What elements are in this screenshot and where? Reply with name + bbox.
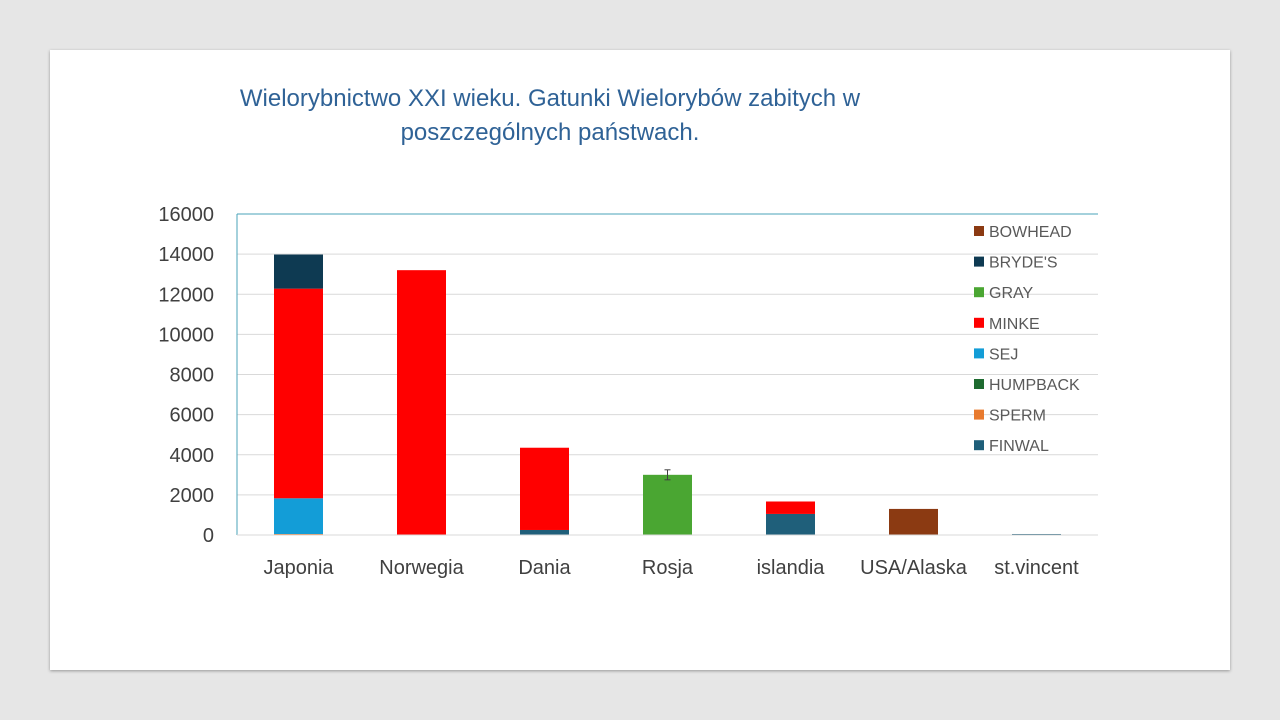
y-tick-label: 12000 (158, 284, 214, 306)
legend-item: GRAY (974, 285, 1033, 302)
bar-segment (274, 254, 323, 289)
bar-segment (1012, 533, 1061, 535)
legend-item: HUMPBACK (974, 377, 1080, 394)
legend-swatch (974, 317, 984, 328)
x-category-label: Dania (518, 557, 571, 579)
y-tick-label: 16000 (158, 204, 214, 226)
y-tick-label: 10000 (158, 324, 214, 346)
legend-swatch (974, 440, 984, 451)
legend-item: BRYDE'S (974, 255, 1058, 272)
legend-item: SPERM (974, 408, 1046, 425)
bar-segment (274, 498, 323, 534)
y-tick-label: 2000 (170, 485, 215, 507)
legend-item: BOWHEAD (974, 224, 1072, 241)
legend-swatch (974, 379, 984, 389)
legend-label: HUMPBACK (989, 377, 1080, 394)
legend-item: FINWAL (974, 438, 1049, 455)
x-category-label: Japonia (263, 557, 334, 579)
chart-title: Wielorybnictwo XXI wieku. Gatunki Wielor… (239, 85, 861, 146)
y-tick-label: 8000 (170, 365, 215, 387)
legend-swatch (974, 348, 984, 359)
bar-segment (643, 474, 692, 535)
grid-lines (237, 213, 1098, 496)
axes (236, 213, 1098, 536)
y-tick-label: 4000 (170, 445, 215, 467)
legend-item: MINKE (974, 316, 1040, 333)
legend-swatch (974, 409, 984, 420)
bar-segment (274, 288, 323, 499)
x-category-label: st.vincent (994, 557, 1079, 579)
legend-swatch (974, 287, 984, 298)
bar-segment (520, 447, 569, 530)
bars (274, 254, 1061, 535)
legend-label: MINKE (989, 316, 1040, 333)
x-category-label: islandia (757, 557, 826, 579)
y-tick-labels: 0 2000 4000 6000 8000 10000 12000 14000 16000 (158, 204, 214, 547)
legend-label: FINWAL (989, 438, 1049, 455)
slide (50, 50, 1230, 670)
x-category-label: Rosja (642, 557, 694, 579)
bar-segment (766, 513, 815, 535)
x-category-label: USA/Alaska (860, 557, 968, 579)
bar-segment (274, 533, 323, 535)
legend-label: SEJ (989, 346, 1018, 363)
x-category-labels: Japonia Norwegia Dania Rosja islandia USA/Ala… (263, 557, 1079, 579)
legend-label: BRYDE'S (989, 255, 1058, 272)
bar-segment (889, 508, 938, 535)
legend-swatch (974, 256, 984, 267)
y-tick-label: 14000 (158, 244, 214, 266)
y-tick-label: 6000 (170, 405, 215, 427)
bar-segment (520, 529, 569, 535)
error-bar (664, 469, 671, 481)
bar-segment (397, 270, 446, 535)
legend: BOWHEAD BRYDE'S GRAY MINKE SEJ HUMPBACK SPERM F… (974, 224, 1080, 455)
bar-segment (766, 501, 815, 514)
legend-label: GRAY (989, 285, 1033, 302)
legend-label: SPERM (989, 408, 1046, 425)
legend-item: SEJ (974, 346, 1018, 363)
legend-label: BOWHEAD (989, 224, 1072, 241)
legend-swatch (974, 226, 984, 236)
y-tick-label: 0 (203, 525, 214, 547)
x-category-label: Norwegia (379, 557, 464, 579)
